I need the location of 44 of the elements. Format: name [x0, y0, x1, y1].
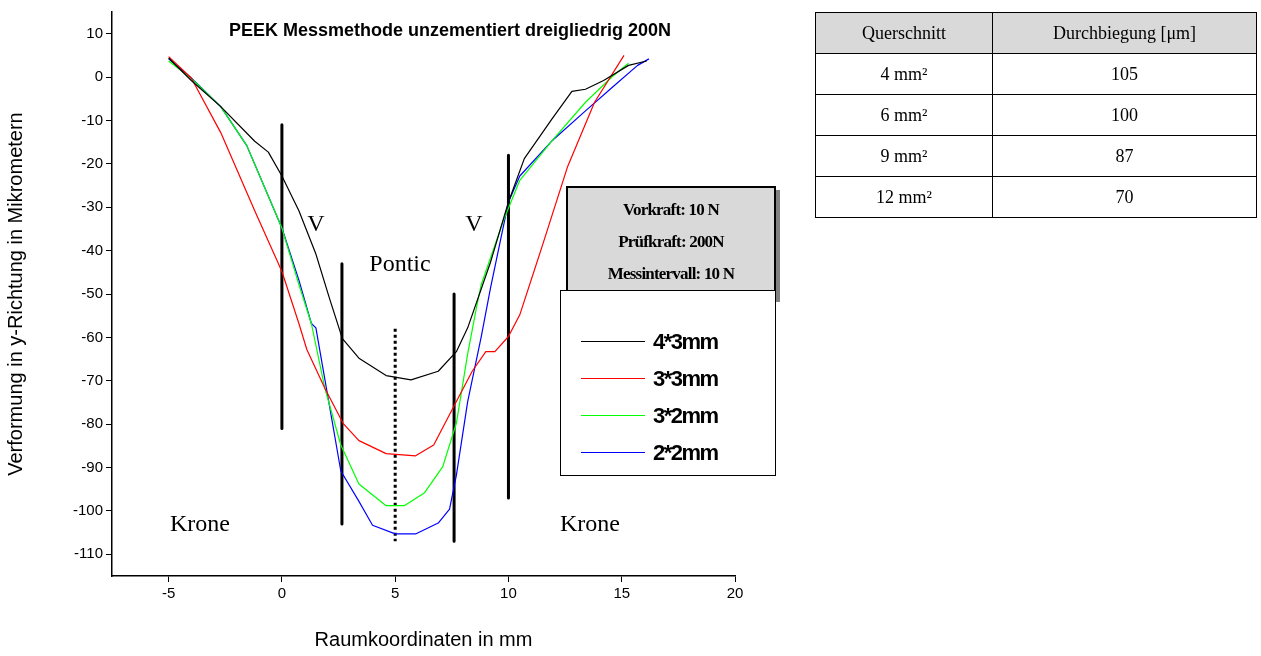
annotation: Prüfkraft: 200N [617, 231, 725, 253]
category-label: 12 mm² [815, 176, 993, 218]
x-tick-label: -5 [161, 584, 176, 602]
y-tick-label: 0 [94, 67, 103, 85]
y-tick-label: -110 [74, 544, 103, 562]
category-label: 9 mm² [815, 135, 993, 177]
annotation: Pontic [369, 250, 431, 277]
category-label: 4 mm² [815, 53, 993, 95]
x-tick-label: 20 [726, 584, 744, 602]
annotation: V [465, 210, 484, 237]
legend-label: 3*2mm [653, 402, 718, 429]
annotation: Krone [170, 510, 230, 537]
y-tick-label: -50 [81, 284, 103, 302]
x-tick-label: 5 [391, 584, 400, 602]
y-tick-label: -60 [81, 327, 103, 345]
data-label: 105 [992, 53, 1257, 95]
y-tick-label: -70 [81, 370, 103, 388]
category-label: 6 mm² [815, 94, 993, 136]
y-tick-label: -30 [81, 197, 103, 215]
legend-label: 2*2mm [653, 439, 718, 466]
x-tick-label: 0 [277, 584, 287, 602]
x-tick-label: 15 [613, 584, 631, 602]
y-tick-label: -20 [81, 153, 103, 171]
data-label: 100 [992, 94, 1257, 136]
data-label: 87 [992, 135, 1257, 177]
chart-title: PEEK Messmethode unzementiert dreigliedrig 200N [228, 19, 672, 40]
y-tick-label: -80 [81, 414, 103, 432]
y-tick-label: -100 [72, 501, 103, 519]
legend-label: 3*3mm [653, 365, 718, 392]
annotation: Vorkraft: 10 N [622, 199, 721, 221]
annotation: V [307, 210, 326, 237]
legend-label: 4*3mm [653, 328, 718, 355]
annotation: Krone [560, 510, 620, 537]
x-axis-title: Raumkoordinaten in mm [314, 627, 533, 650]
annotation: Messintervall: 10 N [606, 263, 736, 285]
text: Querschnitt [815, 12, 993, 54]
y-tick-label: 10 [86, 23, 103, 41]
y-tick-label: -10 [81, 110, 103, 128]
y-tick-label: -40 [81, 240, 103, 258]
y-tick-label: -90 [81, 457, 103, 475]
y-axis-title: Verformung in y-Richtung in Mikrometern [3, 112, 26, 476]
text: Durchbiegung [μm] [992, 12, 1257, 54]
x-tick-label: 10 [500, 584, 517, 602]
data-label: 70 [992, 176, 1257, 218]
